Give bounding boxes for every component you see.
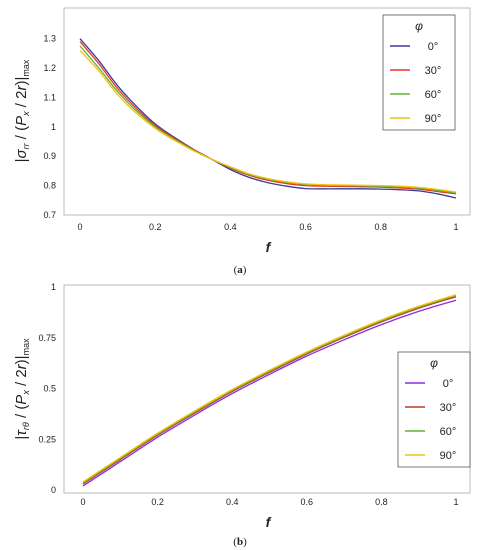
panel-b: 0 0.2 0.4 0.6 0.8 1 0 0.25 0.5 0.75 1 |τrθ / (Px /… [13, 282, 471, 548]
series-line-1 [79, 41, 457, 195]
legend-label: 60° [440, 426, 457, 438]
legend-label: 30° [440, 402, 457, 414]
series-line-3 [79, 49, 457, 193]
panel-a: 0 0.2 0.4 0.6 0.8 1 0.7 0.8 0.9 1 1.1 1.2 1.3 |σrr /… [13, 7, 471, 276]
y-tick-label: 0 [51, 485, 56, 495]
series-line-0 [79, 38, 457, 199]
series-line-3 [82, 294, 457, 483]
x-tick-label: 1 [453, 497, 458, 507]
ylabel-a: |σrr / (Px / 2r)|max [13, 59, 31, 162]
y-tick-label: 0.8 [43, 181, 56, 191]
x-tick-label: 0.8 [375, 497, 388, 507]
legend-label: 60° [425, 89, 442, 101]
legend-box [382, 14, 456, 131]
legend-box [397, 351, 471, 468]
x-tick-label: 0.4 [224, 222, 237, 232]
y-tick-label: 0.75 [38, 333, 56, 343]
x-tick-label: 0 [77, 222, 82, 232]
x-tick-label: 0.2 [149, 222, 162, 232]
y-tick-label: 1 [51, 282, 56, 292]
x-tick-label: 0.4 [226, 497, 239, 507]
y-tick-label: 1.1 [43, 92, 56, 102]
legend-label: 30° [425, 65, 442, 77]
x-tick-label: 0 [80, 497, 85, 507]
legend-a: φ 0° 30° 60° 90° [382, 14, 456, 131]
legend-title: φ [430, 356, 438, 370]
x-tick-label: 0.6 [301, 497, 314, 507]
series-line-2 [82, 294, 457, 484]
y-tick-label: 1.2 [43, 63, 56, 73]
x-tick-label: 0.2 [151, 497, 164, 507]
xlabel-a: f [266, 239, 272, 255]
caption-a: (a) [234, 264, 247, 276]
caption-b: (b) [233, 536, 247, 548]
series-line-0 [82, 299, 457, 487]
x-tick-label: 1 [453, 222, 458, 232]
ylabel-b: |τrθ / (Px / 2r)|max [13, 338, 31, 440]
legend-label: 0° [428, 41, 439, 53]
series-line-1 [82, 296, 457, 485]
legend-title: φ [415, 19, 423, 33]
x-tick-label: 0.8 [375, 222, 388, 232]
x-tick-label: 0.6 [299, 222, 312, 232]
y-tick-label: 0.7 [43, 210, 56, 220]
legend-label: 90° [425, 113, 442, 125]
legend-b: φ 0° 30° 60° 90° [397, 351, 471, 468]
plot-a-frame [63, 7, 471, 216]
y-tick-label: 0.5 [43, 384, 56, 394]
y-tick-label: 1 [51, 122, 56, 132]
y-tick-label: 0.9 [43, 151, 56, 161]
legend-label: 0° [443, 378, 454, 390]
y-tick-label: 0.25 [38, 434, 56, 444]
y-tick-label: 1.3 [43, 34, 56, 44]
legend-label: 90° [440, 450, 457, 462]
xlabel-b: f [266, 514, 272, 530]
